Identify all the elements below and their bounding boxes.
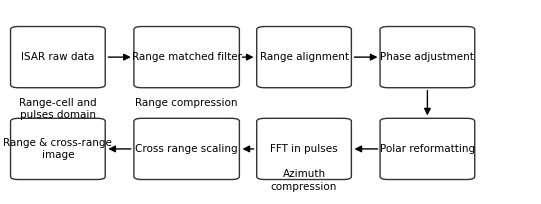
FancyBboxPatch shape: [11, 27, 105, 88]
Text: FFT in pulses: FFT in pulses: [270, 144, 338, 154]
Text: Range alignment: Range alignment: [260, 52, 348, 62]
Text: Range matched filter: Range matched filter: [131, 52, 242, 62]
FancyBboxPatch shape: [134, 27, 239, 88]
Text: Range-cell and
pulses domain: Range-cell and pulses domain: [19, 98, 97, 120]
FancyBboxPatch shape: [256, 27, 352, 88]
FancyBboxPatch shape: [256, 118, 352, 180]
Text: Azimuth
compression: Azimuth compression: [271, 169, 337, 192]
Text: Range compression: Range compression: [135, 98, 238, 108]
Text: ISAR raw data: ISAR raw data: [21, 52, 95, 62]
Text: Range & cross-range
image: Range & cross-range image: [3, 138, 113, 160]
FancyBboxPatch shape: [380, 118, 475, 180]
Text: Polar reformatting: Polar reformatting: [380, 144, 475, 154]
FancyBboxPatch shape: [380, 27, 475, 88]
FancyBboxPatch shape: [134, 118, 239, 180]
Text: Cross range scaling: Cross range scaling: [135, 144, 238, 154]
Text: Phase adjustment: Phase adjustment: [380, 52, 474, 62]
FancyBboxPatch shape: [11, 118, 105, 180]
